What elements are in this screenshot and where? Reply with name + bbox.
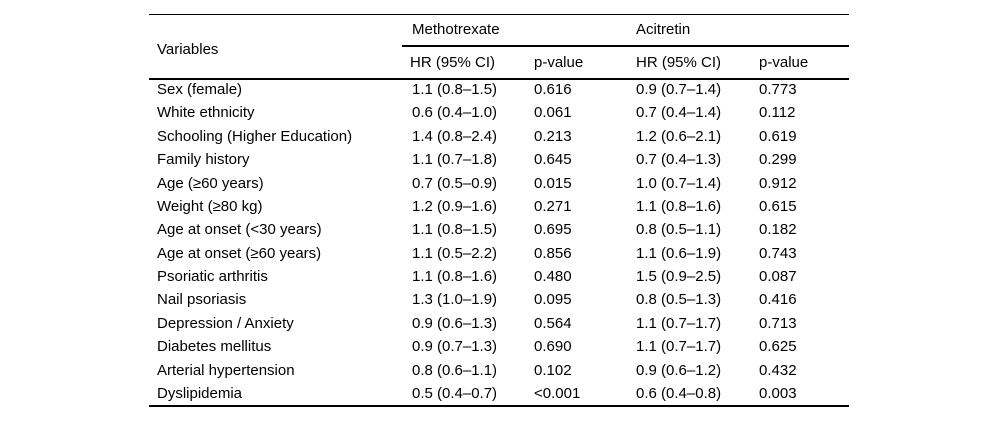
aci-hr-cell: 0.7 (0.4–1.3) [636,151,722,169]
aci-pvalue-cell: 0.743 [759,244,797,262]
aci-pvalue-cell: 0.912 [759,174,797,192]
mtx-hr-cell: 1.1 (0.5–2.2) [412,244,498,262]
mtx-hr-cell: 0.5 (0.4–0.7) [412,384,498,402]
mtx-hr-cell: 1.1 (0.7–1.8) [412,151,498,169]
table-row: Diabetes mellitus 0.9 (0.7–1.3) 0.690 1.… [149,336,849,359]
mtx-hr-cell: 1.1 (0.8–1.5) [412,221,498,239]
aci-hr-cell: 1.2 (0.6–2.1) [636,127,722,145]
table-row: Age at onset (<30 years) 1.1 (0.8–1.5) 0… [149,219,849,242]
table-body: Sex (female) 1.1 (0.8–1.5) 0.616 0.9 (0.… [149,79,849,406]
column-header-variables: Variables [157,40,219,58]
group-header-acitretin: Acitretin [626,14,850,47]
mtx-pvalue-cell: 0.102 [534,361,572,379]
table-row: Nail psoriasis 1.3 (1.0–1.9) 0.095 0.8 (… [149,289,849,312]
mtx-hr-cell: 1.3 (1.0–1.9) [412,291,498,309]
aci-hr-cell: 0.8 (0.5–1.1) [636,221,722,239]
column-header-mtx-pvalue: p-value [534,54,584,72]
aci-pvalue-cell: 0.182 [759,221,797,239]
mtx-pvalue-cell: 0.061 [534,104,572,122]
aci-pvalue-cell: 0.112 [759,104,796,122]
aci-hr-cell: 1.1 (0.7–1.7) [636,314,722,332]
variable-cell: Nail psoriasis [157,291,247,309]
aci-hr-cell: 1.5 (0.9–2.5) [636,268,722,286]
aci-hr-cell: 1.1 (0.8–1.6) [636,197,722,215]
group-header-methotrexate: Methotrexate [402,14,627,47]
variable-cell: Age at onset (≥60 years) [157,244,322,262]
aci-pvalue-cell: 0.432 [759,361,797,379]
table-row: Age (≥60 years) 0.7 (0.5–0.9) 0.015 1.0 … [149,172,849,195]
mtx-hr-cell: 0.8 (0.6–1.1) [412,361,498,379]
mtx-pvalue-cell: <0.001 [534,384,581,402]
aci-pvalue-cell: 0.003 [759,384,797,402]
aci-pvalue-cell: 0.087 [759,268,797,286]
aci-pvalue-cell: 0.299 [759,151,797,169]
mtx-pvalue-cell: 0.645 [534,151,572,169]
variable-cell: White ethnicity [157,104,255,122]
variable-cell: Age at onset (<30 years) [157,221,322,239]
table-row: White ethnicity 0.6 (0.4–1.0) 0.061 0.7 … [149,102,849,125]
mtx-hr-cell: 1.4 (0.8–2.4) [412,127,498,145]
aci-pvalue-cell: 0.773 [759,81,797,99]
mtx-hr-cell: 1.1 (0.8–1.6) [412,268,498,286]
table-row: Age at onset (≥60 years) 1.1 (0.5–2.2) 0… [149,242,849,265]
column-header-aci-hr: HR (95% CI) [636,54,722,72]
table-row: Psoriatic arthritis 1.1 (0.8–1.6) 0.480 … [149,266,849,289]
variable-cell: Dyslipidemia [157,384,243,402]
aci-pvalue-cell: 0.619 [759,127,797,145]
mtx-hr-cell: 0.9 (0.7–1.3) [412,338,498,356]
variable-cell: Depression / Anxiety [157,314,294,332]
aci-pvalue-cell: 0.625 [759,338,797,356]
aci-pvalue-cell: 0.615 [759,197,797,215]
table-row: Schooling (Higher Education) 1.4 (0.8–2.… [149,125,849,148]
mtx-hr-cell: 1.1 (0.8–1.5) [412,81,498,99]
mtx-pvalue-cell: 0.690 [534,338,572,356]
table-row: Sex (female) 1.1 (0.8–1.5) 0.616 0.9 (0.… [149,79,849,102]
mtx-pvalue-cell: 0.616 [534,81,572,99]
aci-hr-cell: 0.8 (0.5–1.3) [636,291,722,309]
variable-cell: Psoriatic arthritis [157,268,268,286]
table-row: Depression / Anxiety 0.9 (0.6–1.3) 0.564… [149,312,849,335]
mtx-hr-cell: 1.2 (0.9–1.6) [412,197,498,215]
aci-hr-cell: 1.1 (0.7–1.7) [636,338,722,356]
variable-cell: Family history [157,151,250,169]
table-row: Family history 1.1 (0.7–1.8) 0.645 0.7 (… [149,149,849,172]
mtx-pvalue-cell: 0.856 [534,244,572,262]
mtx-hr-cell: 0.9 (0.6–1.3) [412,314,498,332]
table-row: Weight (≥80 kg) 1.2 (0.9–1.6) 0.271 1.1 … [149,195,849,218]
sub-header-row: HR (95% CI) p-value HR (95% CI) p-value [149,46,849,79]
mtx-pvalue-cell: 0.480 [534,268,572,286]
variable-cell: Arterial hypertension [157,361,295,379]
aci-hr-cell: 0.9 (0.7–1.4) [636,81,722,99]
column-header-mtx-hr: HR (95% CI) [410,54,496,72]
aci-hr-cell: 1.0 (0.7–1.4) [636,174,722,192]
aci-hr-cell: 0.6 (0.4–0.8) [636,384,722,402]
mtx-pvalue-cell: 0.695 [534,221,572,239]
aci-pvalue-cell: 0.713 [759,314,797,332]
mtx-pvalue-cell: 0.015 [534,174,572,192]
variable-cell: Diabetes mellitus [157,338,272,356]
group-header-row: Variables Methotrexate Acitretin [149,14,850,57]
aci-hr-cell: 0.9 (0.6–1.2) [636,361,722,379]
mtx-pvalue-cell: 0.095 [534,291,572,309]
table-header: Variables Methotrexate Acitretin HR (95%… [149,14,850,79]
mtx-pvalue-cell: 0.271 [534,197,572,215]
variable-cell: Sex (female) [157,81,243,99]
mtx-pvalue-cell: 0.213 [534,127,572,145]
variable-cell: Weight (≥80 kg) [157,197,263,215]
table-row: Dyslipidemia 0.5 (0.4–0.7) <0.001 0.6 (0… [149,383,849,406]
hazard-ratio-table: Variables Methotrexate Acitretin HR (95%… [149,14,850,407]
variable-cell: Age (≥60 years) [157,174,264,192]
mtx-hr-cell: 0.6 (0.4–1.0) [412,104,498,122]
table-row: Arterial hypertension 0.8 (0.6–1.1) 0.10… [149,359,849,382]
aci-pvalue-cell: 0.416 [759,291,797,309]
variable-cell: Schooling (Higher Education) [157,127,353,145]
mtx-pvalue-cell: 0.564 [534,314,572,332]
column-header-aci-pvalue: p-value [759,54,809,72]
mtx-hr-cell: 0.7 (0.5–0.9) [412,174,498,192]
aci-hr-cell: 1.1 (0.6–1.9) [636,244,722,262]
aci-hr-cell: 0.7 (0.4–1.4) [636,104,722,122]
